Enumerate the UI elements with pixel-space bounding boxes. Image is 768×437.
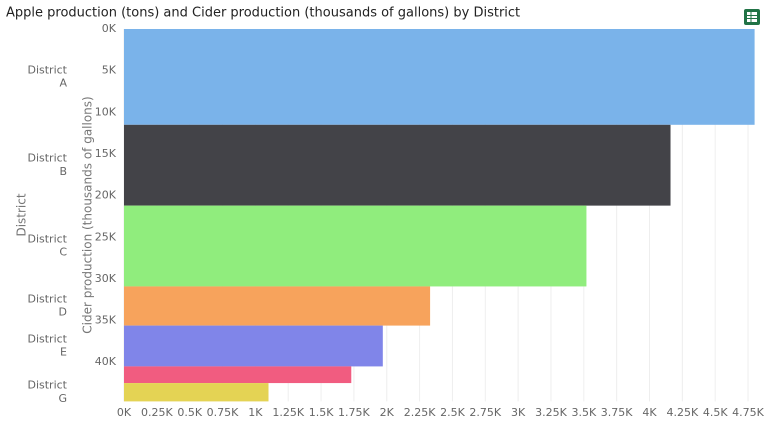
bar xyxy=(124,29,755,125)
x-tick-label: 2.75K xyxy=(469,406,501,419)
y-tick-label: 40K xyxy=(95,355,117,368)
y-tick-label: 10K xyxy=(95,105,117,118)
x-tick-label: 3.5K xyxy=(571,406,596,419)
x-tick-label: 2.25K xyxy=(404,406,436,419)
y-tick-label: 15K xyxy=(95,147,117,160)
x-tick-label: 1.75K xyxy=(338,406,370,419)
x-tick-label: 1K xyxy=(248,406,263,419)
y-tick-label: 5K xyxy=(102,64,117,77)
x-tick-label: 4.75K xyxy=(732,406,764,419)
x-tick-label: 0K xyxy=(117,406,132,419)
bar xyxy=(124,383,269,402)
category-label: District C xyxy=(27,232,67,258)
export-icon[interactable] xyxy=(744,9,760,25)
x-tick-label: 3K xyxy=(511,406,526,419)
category-axis-title: District xyxy=(15,193,29,236)
category-label: District B xyxy=(27,152,67,178)
x-tick-label: 1.25K xyxy=(272,406,304,419)
category-label: District A xyxy=(27,63,67,89)
category-label: District D xyxy=(27,292,67,318)
x-tick-label: 0.5K xyxy=(177,406,202,419)
x-tick-label: 1.5K xyxy=(309,406,334,419)
y-tick-label: 0K xyxy=(102,22,117,35)
bar xyxy=(124,325,383,367)
x-tick-label: 3.75K xyxy=(601,406,633,419)
y-axis-title: Cider production (thousands of gallons) xyxy=(81,96,95,333)
x-tick-label: 2K xyxy=(380,406,395,419)
y-tick-label: 25K xyxy=(95,230,117,243)
category-label: District G xyxy=(27,379,67,405)
x-tick-label: 4.5K xyxy=(703,406,728,419)
chart-title: Apple production (tons) and Cider produc… xyxy=(6,6,520,21)
x-tick-label: 4K xyxy=(642,406,657,419)
y-tick-label: 20K xyxy=(95,189,117,202)
bar xyxy=(124,124,671,206)
bar xyxy=(124,286,431,326)
x-tick-label: 0.75K xyxy=(207,406,239,419)
x-tick-label: 3.25K xyxy=(535,406,567,419)
bar xyxy=(124,205,587,287)
category-label: District E xyxy=(27,332,67,358)
bar xyxy=(124,366,352,384)
x-tick-label: 4.25K xyxy=(666,406,698,419)
y-tick-label: 35K xyxy=(95,314,117,327)
x-tick-label: 0.25K xyxy=(141,406,173,419)
y-tick-label: 30K xyxy=(95,272,117,285)
x-tick-label: 2.5K xyxy=(440,406,465,419)
